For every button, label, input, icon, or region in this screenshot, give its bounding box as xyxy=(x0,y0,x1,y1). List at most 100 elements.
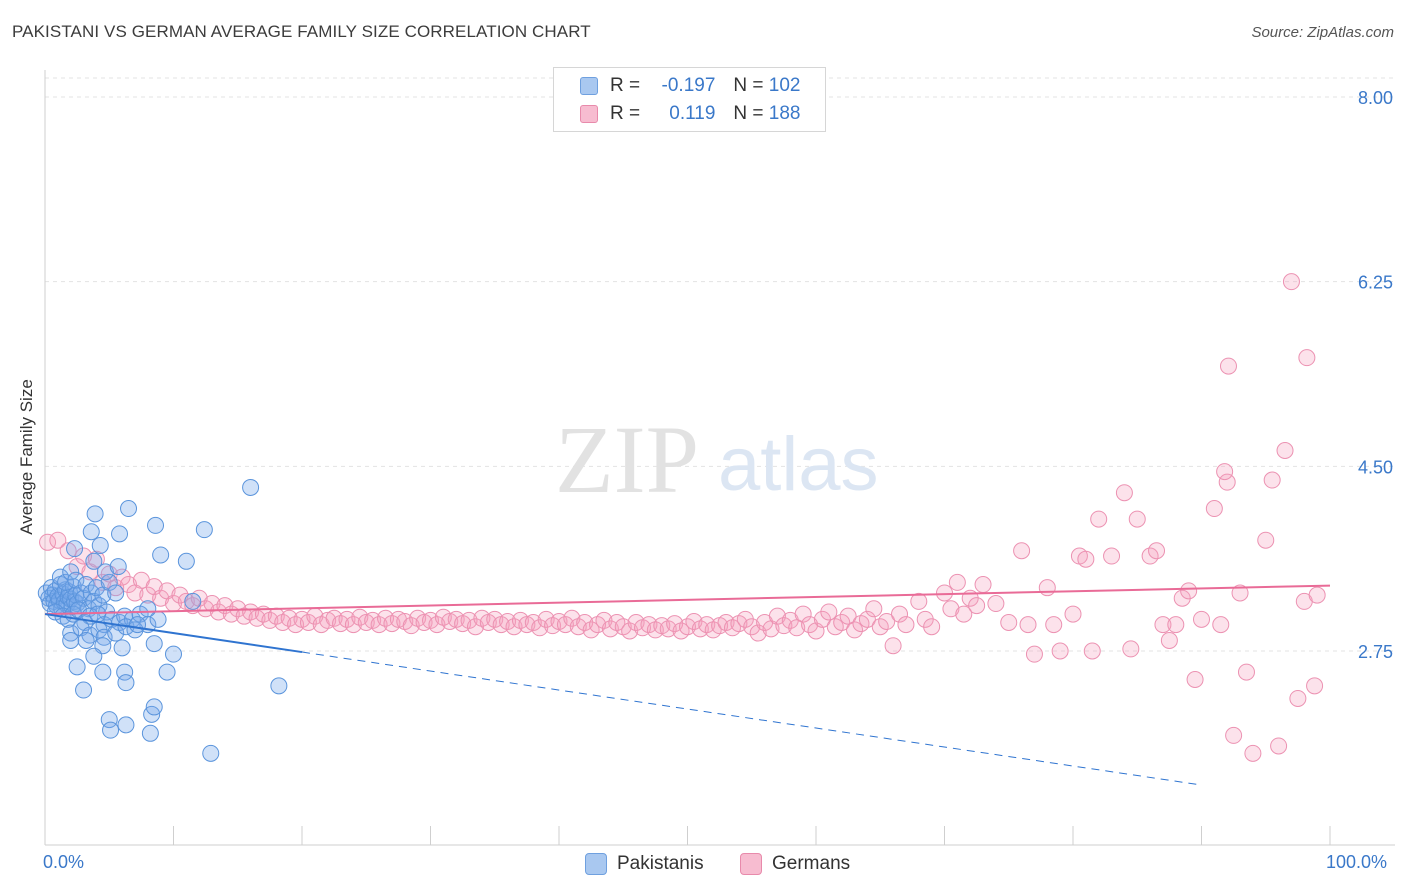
legend-item-pakistanis[interactable]: Pakistanis xyxy=(585,852,704,876)
german-point xyxy=(955,605,973,623)
pakistani-point xyxy=(82,523,100,541)
german-point xyxy=(1237,663,1255,681)
german-point xyxy=(1218,473,1236,491)
german-point xyxy=(1298,349,1316,367)
german-point xyxy=(1205,500,1223,518)
german-point xyxy=(1282,273,1300,291)
legend-n-label: N = xyxy=(733,75,764,96)
legend-swatch-pink xyxy=(580,105,598,123)
german-point xyxy=(820,603,838,621)
german-point xyxy=(1216,463,1234,481)
german-point xyxy=(1180,582,1198,600)
german-point xyxy=(846,621,864,639)
german-point xyxy=(1115,484,1133,502)
german-point xyxy=(794,605,812,623)
pakistani-point xyxy=(111,525,129,543)
german-point xyxy=(319,611,337,629)
german-point xyxy=(1154,616,1172,634)
pakistani-point xyxy=(96,563,114,581)
german-point xyxy=(203,595,221,613)
pakistani-point xyxy=(102,721,120,739)
german-point xyxy=(1064,605,1082,623)
pakistanis-label: Pakistanis xyxy=(617,853,704,874)
legend-r-value: -0.197 xyxy=(661,75,716,96)
german-point xyxy=(788,619,806,637)
pakistani-point xyxy=(152,546,170,564)
german-point xyxy=(1045,616,1063,634)
x-tick-max: 100.0% xyxy=(1326,852,1388,872)
pakistani-point xyxy=(113,639,131,657)
german-point xyxy=(923,618,941,636)
legend-row-germans: R = 0.119 N = 188 xyxy=(580,103,800,125)
legend-n-value: 102 xyxy=(768,75,801,96)
trend-lines xyxy=(44,584,1331,786)
pakistani-point xyxy=(120,500,138,518)
german-point xyxy=(1038,579,1056,597)
pakistani-point xyxy=(86,505,104,523)
germans-trend-line xyxy=(44,584,1331,616)
german-point xyxy=(1148,542,1166,560)
pakistani-point xyxy=(242,478,260,496)
german-point xyxy=(1289,689,1307,707)
pakistani-point xyxy=(270,677,288,695)
german-point xyxy=(801,616,819,634)
y-tick-label: 6.25 xyxy=(1358,273,1393,293)
german-point xyxy=(1083,642,1101,660)
legend-item-germans[interactable]: Germans xyxy=(740,852,850,876)
y-tick-label: 2.75 xyxy=(1358,642,1393,662)
german-point xyxy=(59,542,77,560)
german-point xyxy=(280,609,298,627)
watermark-atlas: atlas xyxy=(718,422,879,507)
legend-n-label: N = xyxy=(733,103,764,124)
pakistani-point xyxy=(62,631,80,649)
pakistanis-trend-line xyxy=(44,613,303,654)
grid-lines xyxy=(45,77,1395,652)
german-point xyxy=(1013,542,1031,560)
german-point xyxy=(1025,645,1043,663)
source-note: Source: ZipAtlas.com xyxy=(1251,24,1394,41)
german-point xyxy=(441,612,459,630)
pakistani-point xyxy=(147,516,165,534)
german-point xyxy=(1128,510,1146,528)
german-point xyxy=(749,624,767,642)
german-point xyxy=(1212,616,1230,634)
german-point xyxy=(974,576,992,594)
pakistani-point xyxy=(139,600,157,618)
german-point xyxy=(942,600,960,618)
pakistani-point xyxy=(184,592,202,610)
german-point xyxy=(1263,471,1281,489)
german-point xyxy=(242,603,260,621)
german-point xyxy=(897,616,915,634)
german-point xyxy=(1090,510,1108,528)
axes xyxy=(44,70,1395,846)
german-point xyxy=(87,550,105,568)
german-point xyxy=(357,614,375,632)
german-point xyxy=(839,607,857,625)
legend-r-label: R = xyxy=(610,75,641,96)
german-point xyxy=(1270,737,1288,755)
german-point xyxy=(518,616,536,634)
pakistani-point xyxy=(202,744,220,762)
german-point xyxy=(75,547,93,565)
pakistani-point xyxy=(67,571,85,589)
pakistanis-trend-extension xyxy=(301,651,1202,786)
german-point xyxy=(1308,586,1326,604)
german-point xyxy=(415,614,433,632)
pakistani-point xyxy=(77,576,95,594)
german-point xyxy=(139,586,157,604)
german-point xyxy=(1167,616,1185,634)
german-point xyxy=(768,607,786,625)
german-point xyxy=(968,597,986,615)
german-point xyxy=(1000,614,1018,632)
pakistani-point xyxy=(117,716,135,734)
chart-title: PAKISTANI VS GERMAN AVERAGE FAMILY SIZE … xyxy=(12,22,591,41)
germans-label: Germans xyxy=(772,853,851,874)
german-point xyxy=(537,610,555,628)
watermark-zip: ZIP xyxy=(555,406,699,513)
pakistani-point xyxy=(141,724,159,742)
pakistani-point xyxy=(145,635,163,653)
german-point xyxy=(621,622,639,640)
legend-r-value: 0.119 xyxy=(669,103,716,124)
legend-row-pakistanis: R = -0.197 N = 102 xyxy=(580,75,800,97)
